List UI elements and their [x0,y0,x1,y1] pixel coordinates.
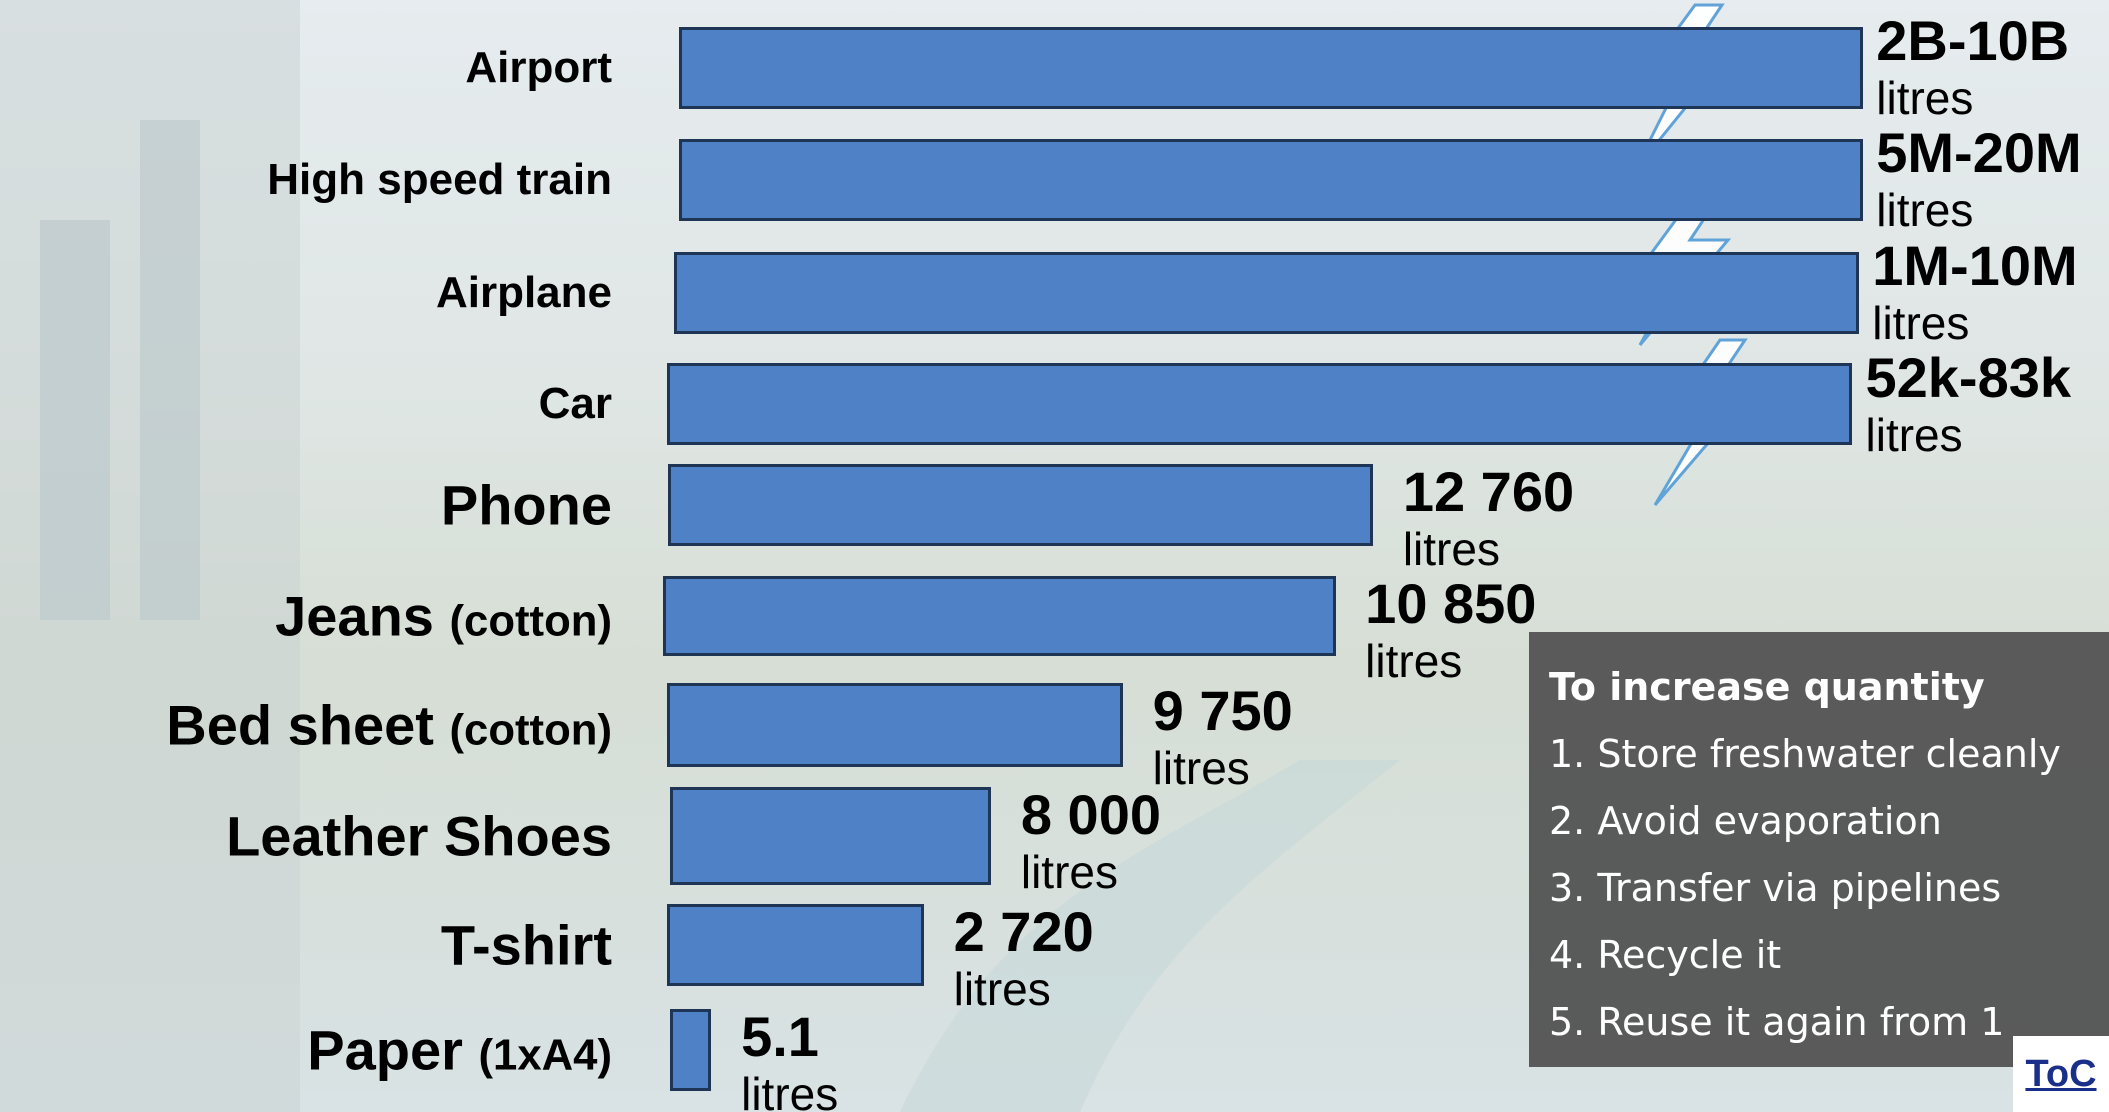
label-text: Car [538,379,612,429]
bar [679,138,1863,221]
bar [667,903,924,986]
panel-step: 3. Transfer via pipelines [1549,866,2002,910]
label-text: Bed sheet [166,693,434,757]
row-label: Car [539,379,612,429]
value-label: 5.1 [741,1004,819,1068]
label-text: T-shirt [440,913,612,977]
panel-step: 5. Reuse it again from 1 [1549,1000,2005,1044]
bar [679,26,1863,109]
bar [669,1008,712,1091]
label-text: Jeans [275,584,434,648]
value-label: 5M-20M [1876,121,2082,185]
row-label: Jeans (cotton) [275,584,612,649]
unit-label: litres [1020,845,1118,898]
value-label: 8 000 [1020,782,1161,846]
panel-step: 1. Store freshwater cleanly [1549,732,2061,776]
panel-step: 2. Avoid evaporation [1549,799,1942,843]
bar [667,363,1853,446]
value-label: 2 720 [953,899,1094,963]
label-text: Airplane [435,267,612,317]
bar [669,786,992,885]
value-label: 2B-10B [1876,9,2070,73]
unit-label: litres [1152,742,1250,795]
unit-label: litres [1876,184,1974,237]
bar [667,683,1124,767]
row-label: Airplane [436,268,612,318]
label-text: Paper [307,1018,463,1082]
bar [668,464,1374,547]
unit-label: litres [1402,523,1500,576]
row-label: T-shirt [441,912,612,977]
value-label: 12 760 [1402,460,1575,524]
value-label: 9 750 [1152,679,1293,743]
label-text: High speed train [267,154,612,204]
label-note: (cotton) [449,705,613,755]
toc-link[interactable]: ToC [2013,1036,2109,1112]
panel-title: To increase quantity [1549,665,1985,709]
label-note: (cotton) [449,596,613,646]
value-label: 52k-83k [1865,345,2072,409]
unit-label: litres [1865,408,1963,461]
label-text: Airport [465,42,612,92]
label-text: Phone [440,473,612,537]
value-label: 1M-10M [1872,234,2078,298]
unit-label: litres [1365,634,1463,687]
row-label: Airport [465,43,612,93]
row-label: Bed sheet (cotton) [166,692,612,757]
unit-label: litres [1876,72,1974,125]
unit-label: litres [1872,297,1970,350]
row-label: Phone [441,473,612,538]
label-text: Leather Shoes [226,804,612,868]
unit-label: litres [953,962,1051,1015]
value-label: 10 850 [1365,571,1537,635]
row-label: Leather Shoes [226,803,612,868]
label-note: (1xA4) [478,1030,613,1080]
bar [663,575,1336,657]
panel-step: 4. Recycle it [1549,933,1782,977]
bar [673,251,1859,334]
row-label: High speed train [267,155,612,205]
row-label: Paper (1xA4) [307,1017,612,1082]
tips-panel: To increase quantity 1. Store freshwater… [1529,632,2109,1067]
unit-label: litres [741,1067,839,1112]
